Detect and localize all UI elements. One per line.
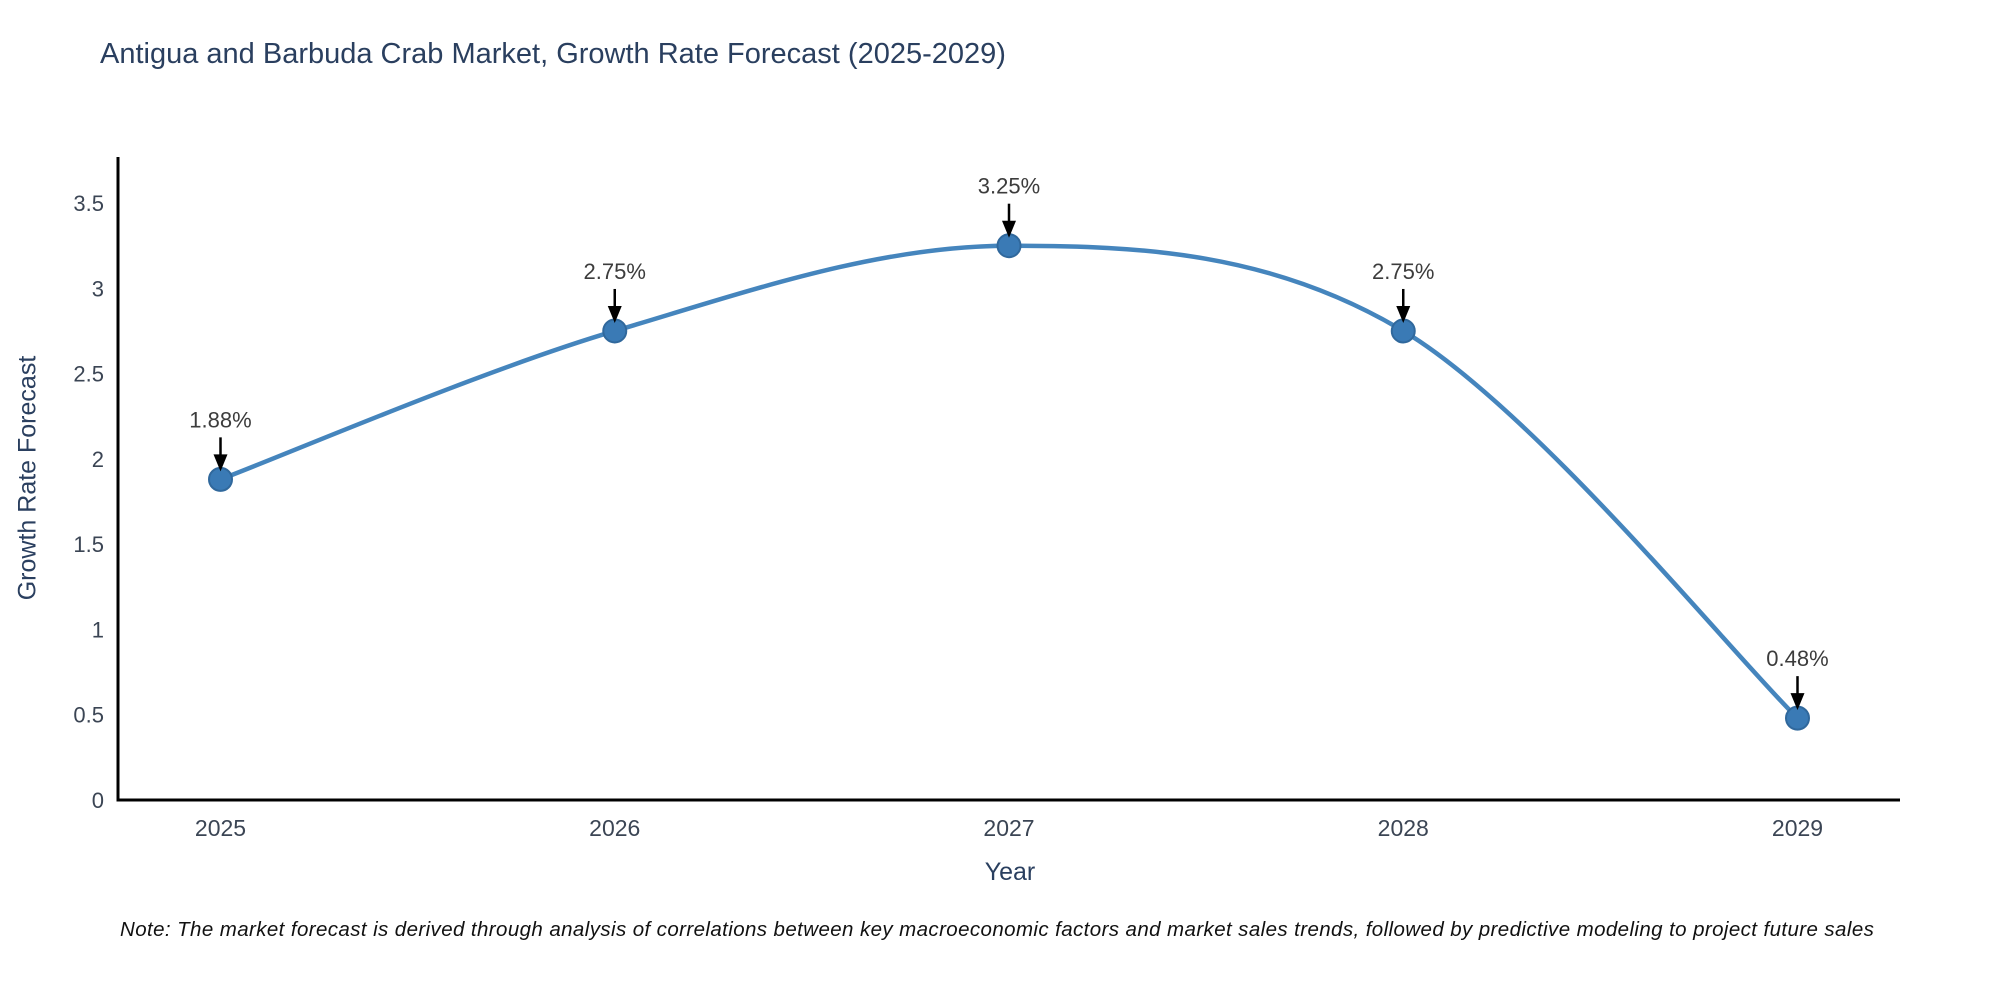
x-tick-label: 2027 xyxy=(983,815,1034,841)
point-annotation-label: 2.75% xyxy=(584,259,646,284)
x-tick-label: 2028 xyxy=(1378,815,1429,841)
annotation-arrow-head xyxy=(213,454,228,472)
y-tick-label: 3.5 xyxy=(73,191,104,216)
y-tick-label: 1.5 xyxy=(73,532,104,557)
annotation-arrow-head xyxy=(1002,220,1016,238)
x-tick-label: 2025 xyxy=(195,815,246,841)
point-annotation-label: 3.25% xyxy=(978,174,1040,199)
x-tick-label: 2026 xyxy=(589,815,640,841)
annotation-arrow-head xyxy=(607,305,622,323)
axis-spines xyxy=(116,157,1900,802)
footnote: Note: The market forecast is derived thr… xyxy=(120,918,1875,941)
y-tick-label: 2.5 xyxy=(73,362,104,387)
point-annotation-label: 2.75% xyxy=(1372,259,1434,284)
x-axis-title: Year xyxy=(984,858,1036,886)
y-tick-label: 0.5 xyxy=(73,703,104,728)
y-tick-label: 3 xyxy=(92,276,104,301)
y-tick-label: 1 xyxy=(92,617,104,642)
trend-line xyxy=(219,243,1800,720)
point-annotation-label: 1.88% xyxy=(189,407,251,432)
chart-title: Antigua and Barbuda Crab Market, Growth … xyxy=(100,38,1006,70)
y-axis-title: Growth Rate Forecast xyxy=(13,355,42,601)
annotation-arrow-head xyxy=(1396,305,1411,323)
point-annotation-label: 0.48% xyxy=(1766,646,1828,671)
annotation-arrow-head xyxy=(1790,693,1805,711)
x-tick-label: 2029 xyxy=(1772,815,1823,841)
y-tick-label: 2 xyxy=(92,447,104,472)
y-tick-label: 0 xyxy=(92,788,104,813)
